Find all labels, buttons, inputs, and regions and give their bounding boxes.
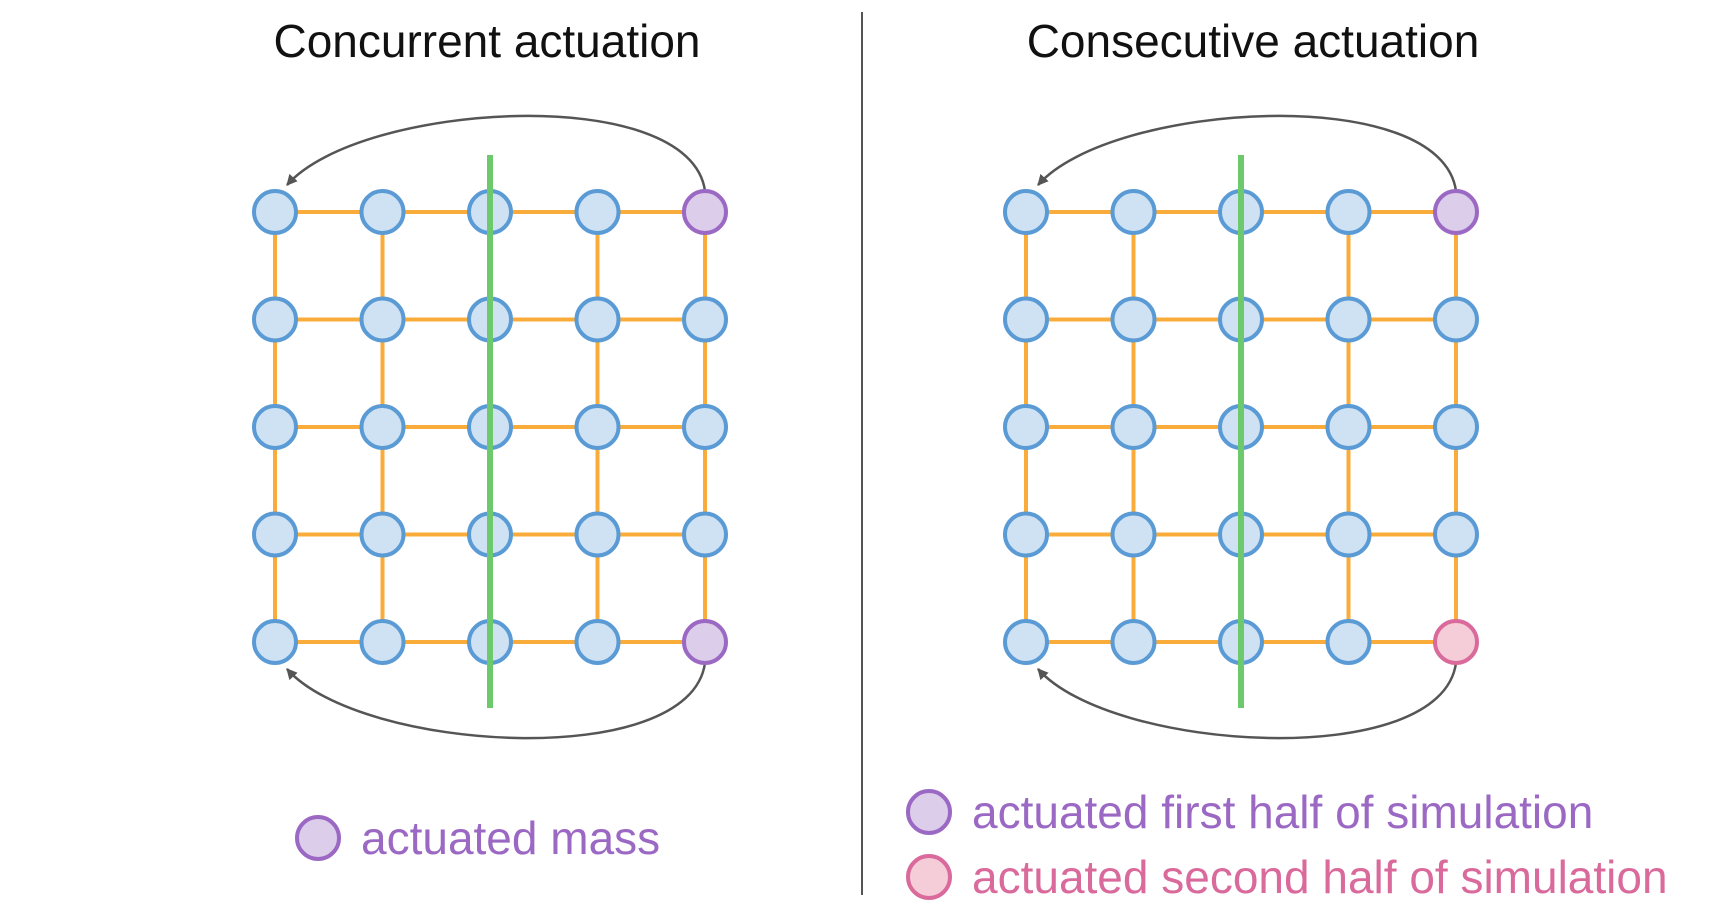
actuated-mass-bottom-right bbox=[682, 619, 728, 665]
actuated-mass-top-right bbox=[1433, 189, 1479, 235]
mass-node bbox=[1110, 511, 1157, 558]
mass-node bbox=[359, 511, 406, 558]
legend-label-second-half: actuated second half of simulation bbox=[972, 851, 1668, 903]
arrow-bottom bbox=[1037, 662, 1458, 740]
mass-node bbox=[574, 404, 621, 450]
mass-node bbox=[574, 296, 621, 343]
legend-swatch-actuated-mass bbox=[295, 815, 341, 861]
mass-node bbox=[252, 619, 298, 665]
panel-title-concurrent: Concurrent actuation bbox=[273, 15, 700, 67]
mass-node bbox=[574, 619, 621, 665]
mass-node bbox=[1433, 296, 1479, 343]
mass-node bbox=[1003, 619, 1049, 665]
mass-node bbox=[1003, 511, 1049, 558]
mass-node bbox=[682, 296, 728, 343]
mass-node bbox=[1003, 296, 1049, 343]
mass-node bbox=[574, 189, 621, 235]
actuated-mass-bottom-right bbox=[1433, 619, 1479, 665]
legend-swatch-second-half bbox=[906, 854, 952, 900]
legend-label-actuated-mass: actuated mass bbox=[361, 812, 660, 864]
mass-node bbox=[1110, 189, 1157, 235]
mass-node bbox=[252, 296, 298, 343]
panel-consecutive bbox=[1003, 114, 1479, 740]
mass-node bbox=[1003, 189, 1049, 235]
panel-concurrent bbox=[252, 114, 728, 740]
mass-node bbox=[359, 189, 406, 235]
legend-concurrent: actuated mass bbox=[295, 812, 660, 864]
mass-node bbox=[1325, 619, 1372, 665]
mass-node bbox=[1325, 296, 1372, 343]
mass-node bbox=[1110, 296, 1157, 343]
mass-node bbox=[1325, 404, 1372, 450]
mass-node bbox=[359, 619, 406, 665]
arrow-bottom bbox=[286, 662, 707, 740]
legend-swatch-first-half bbox=[906, 789, 952, 835]
legend-label-first-half: actuated first half of simulation bbox=[972, 786, 1593, 838]
legend-consecutive: actuated first half of simulation actuat… bbox=[906, 786, 1668, 903]
mass-node bbox=[1003, 404, 1049, 450]
mass-node bbox=[359, 404, 406, 450]
mass-node bbox=[252, 189, 298, 235]
mass-node bbox=[252, 404, 298, 450]
mass-node bbox=[1433, 404, 1479, 450]
mass-node bbox=[359, 296, 406, 343]
mass-node bbox=[1433, 511, 1479, 558]
mass-node bbox=[682, 404, 728, 450]
mass-node bbox=[1325, 511, 1372, 558]
mass-node bbox=[682, 511, 728, 558]
mass-node bbox=[1325, 189, 1372, 235]
panel-title-consecutive: Consecutive actuation bbox=[1027, 15, 1480, 67]
arrow-top bbox=[1037, 114, 1458, 192]
mass-node bbox=[574, 511, 621, 558]
mass-node bbox=[252, 511, 298, 558]
mass-node bbox=[1110, 619, 1157, 665]
mass-node bbox=[1110, 404, 1157, 450]
actuated-mass-top-right bbox=[682, 189, 728, 235]
arrow-top bbox=[286, 114, 707, 192]
